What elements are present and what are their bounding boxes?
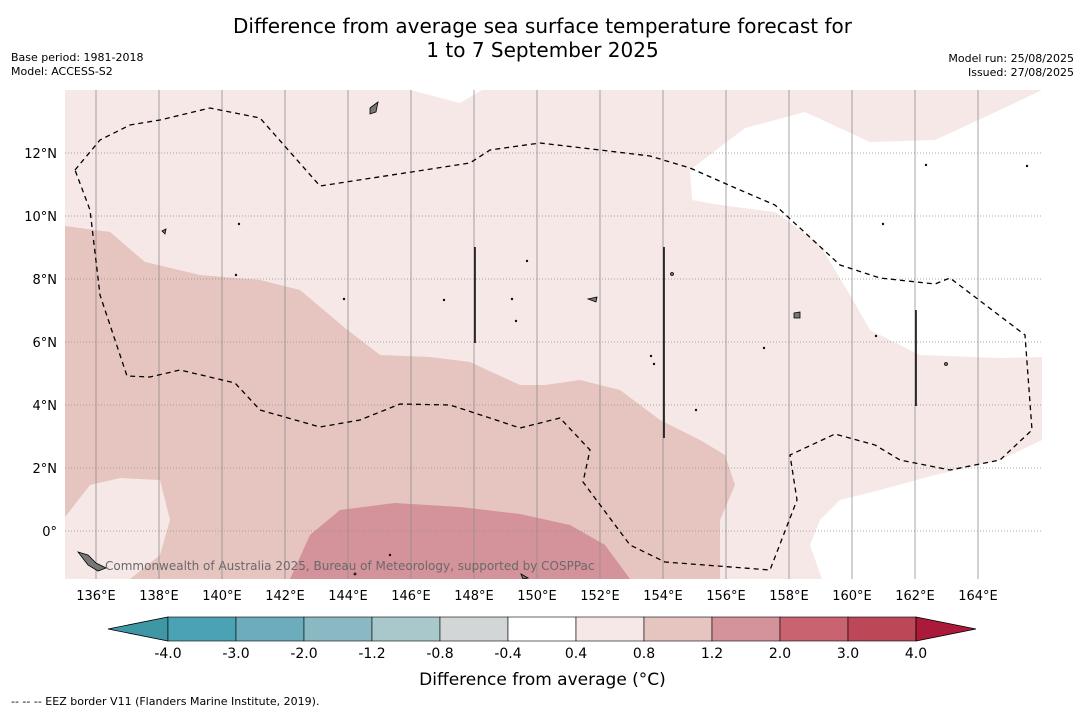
lon-label: 144°E (328, 589, 368, 604)
lon-label: 136°E (76, 589, 116, 604)
colorbar-tick-label: 4.0 (905, 646, 927, 662)
anomaly-band-0.8-1.2 (65, 226, 735, 579)
lon-label: 160°E (832, 589, 872, 604)
lat-label: 0° (42, 525, 57, 540)
colorbar-segment (575, 616, 645, 642)
colorbar-segment (371, 616, 441, 642)
colorbar-segment (167, 616, 237, 642)
lat-label: 4°N (33, 399, 58, 414)
base-period: Base period: 1981-2018 (11, 51, 144, 64)
colorbar-tick-label: -3.0 (222, 646, 249, 662)
eez-footnote: -- -- -- EEZ border V11 (Flanders Marine… (11, 695, 320, 708)
eez-segments (474, 247, 917, 438)
lon-label: 154°E (643, 589, 683, 604)
colorbar-tick-label: -4.0 (154, 646, 181, 662)
colorbar-tick-label: 0.8 (633, 646, 655, 662)
lon-label: 156°E (706, 589, 746, 604)
issued-date: Issued: 27/08/2025 (967, 66, 1074, 79)
colorbar-segment (439, 616, 509, 642)
lat-label: 10°N (24, 210, 57, 225)
islands (76, 101, 1029, 579)
lon-label: 142°E (265, 589, 305, 604)
colorbar-tick-label: -0.4 (494, 646, 521, 662)
lon-label: 150°E (517, 589, 557, 604)
colorbar-segment (235, 616, 305, 642)
lon-label: 162°E (895, 589, 935, 604)
colorbar-segment (847, 616, 917, 642)
lon-label: 164°E (958, 589, 998, 604)
colorbar-segment (507, 616, 577, 642)
model-run: Model run: 25/08/2025 (948, 52, 1074, 65)
lat-label: 12°N (24, 147, 57, 162)
model-name: Model: ACCESS-S2 (11, 65, 113, 78)
neutral-region-east (690, 90, 1042, 358)
anomaly-band-1.2-2.0 (290, 503, 630, 579)
colorbar-tick-label: -1.2 (358, 646, 385, 662)
colorbar-segment (643, 616, 713, 642)
lat-label: 2°N (33, 462, 58, 477)
colorbar: -4.0 -3.0 -2.0 -1.2 -0.8 -0.4 0.4 0.8 1.2 2.0 3.0 4… (107, 616, 977, 662)
lon-label: 158°E (769, 589, 809, 604)
lat-label: 6°N (33, 336, 58, 351)
colorbar-extend-low (107, 616, 169, 642)
meta-left: Base period: 1981-2018 Model: ACCESS-S2 (11, 51, 143, 79)
lon-label: 148°E (454, 589, 494, 604)
lat-label: 8°N (33, 273, 58, 288)
colorbar-segment (779, 616, 849, 642)
lon-label: 146°E (391, 589, 431, 604)
copyright-notice: Commonwealth of Australia 2025, Bureau o… (105, 559, 595, 573)
map-title: Difference from average sea surface temp… (0, 14, 1085, 62)
anomaly-pocket-southwest (65, 478, 170, 579)
meta-right: Model run: 25/08/2025 Issued: 27/08/2025 (948, 52, 1074, 80)
lon-label: 140°E (202, 589, 242, 604)
colorbar-tick-label: -2.0 (290, 646, 317, 662)
lon-label: 138°E (139, 589, 179, 604)
colorbar-title: Difference from average (°C) (419, 670, 666, 690)
colorbar-tick-label: 0.4 (565, 646, 587, 662)
longitude-labels: 136°E 138°E 140°E 142°E 144°E 146°E 148°… (76, 589, 998, 604)
latitude-labels: 12°N 10°N 8°N 6°N 4°N 2°N 0° (24, 147, 57, 540)
colorbar-tick-label: 2.0 (769, 646, 791, 662)
colorbar-tick-label: 3.0 (837, 646, 859, 662)
title-line-1: Difference from average sea surface temp… (232, 14, 852, 38)
latitude-gridlines (65, 152, 1042, 532)
colorbar-extend-high (915, 616, 977, 642)
neutral-region-southeast (810, 440, 1042, 579)
colorbar-segment (303, 616, 373, 642)
colorbar-tick-label: -0.8 (426, 646, 453, 662)
map-area: Commonwealth of Australia 2025, Bureau o… (65, 90, 1042, 579)
colorbar-segment (711, 616, 781, 642)
title-line-2: 1 to 7 September 2025 (426, 38, 659, 62)
lon-label: 152°E (580, 589, 620, 604)
colorbar-tick-label: 1.2 (701, 646, 723, 662)
neutral-region-north (410, 90, 482, 103)
